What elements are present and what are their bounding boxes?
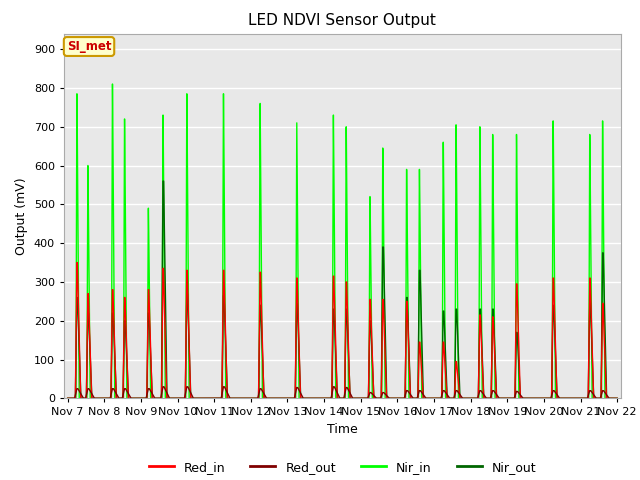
Red_in <box>497 396 504 401</box>
Nir_in <box>64 396 72 401</box>
Line: Nir_in: Nir_in <box>68 84 617 398</box>
Nir_out <box>611 396 619 401</box>
Nir_out <box>175 396 183 401</box>
Red_out <box>64 396 72 401</box>
Legend: Red_in, Red_out, Nir_in, Nir_out: Red_in, Red_out, Nir_in, Nir_out <box>143 456 541 479</box>
Nir_in <box>181 396 189 401</box>
Line: Red_out: Red_out <box>68 387 617 398</box>
Nir_in <box>269 396 277 401</box>
Nir_out <box>269 396 277 401</box>
Red_out <box>175 396 183 401</box>
Nir_in <box>175 396 183 401</box>
Red_in <box>611 396 619 401</box>
Red_out <box>613 396 621 401</box>
Red_out <box>497 396 504 401</box>
Red_out <box>611 396 619 401</box>
Red_in <box>181 394 189 400</box>
Y-axis label: Output (mV): Output (mV) <box>15 177 28 255</box>
Red_in <box>73 260 81 265</box>
Red_in <box>64 396 72 401</box>
Red_out <box>419 390 426 396</box>
Nir_out <box>64 396 72 401</box>
Red_in <box>269 396 277 401</box>
Nir_in <box>497 396 504 401</box>
Nir_in <box>611 396 619 401</box>
Text: SI_met: SI_met <box>67 40 111 53</box>
X-axis label: Time: Time <box>327 423 358 436</box>
Nir_out <box>419 352 426 358</box>
Red_out <box>159 384 167 390</box>
Nir_out <box>613 396 621 401</box>
Title: LED NDVI Sensor Output: LED NDVI Sensor Output <box>248 13 436 28</box>
Red_out <box>181 392 189 397</box>
Nir_out <box>497 396 504 401</box>
Nir_in <box>419 396 426 401</box>
Line: Nir_out: Nir_out <box>68 181 617 398</box>
Nir_out <box>181 395 189 400</box>
Red_in <box>419 380 426 385</box>
Nir_in <box>613 396 621 401</box>
Red_in <box>175 396 183 401</box>
Line: Red_in: Red_in <box>68 263 617 398</box>
Red_in <box>613 396 621 401</box>
Nir_out <box>159 178 167 184</box>
Nir_in <box>109 81 116 87</box>
Red_out <box>269 396 277 401</box>
